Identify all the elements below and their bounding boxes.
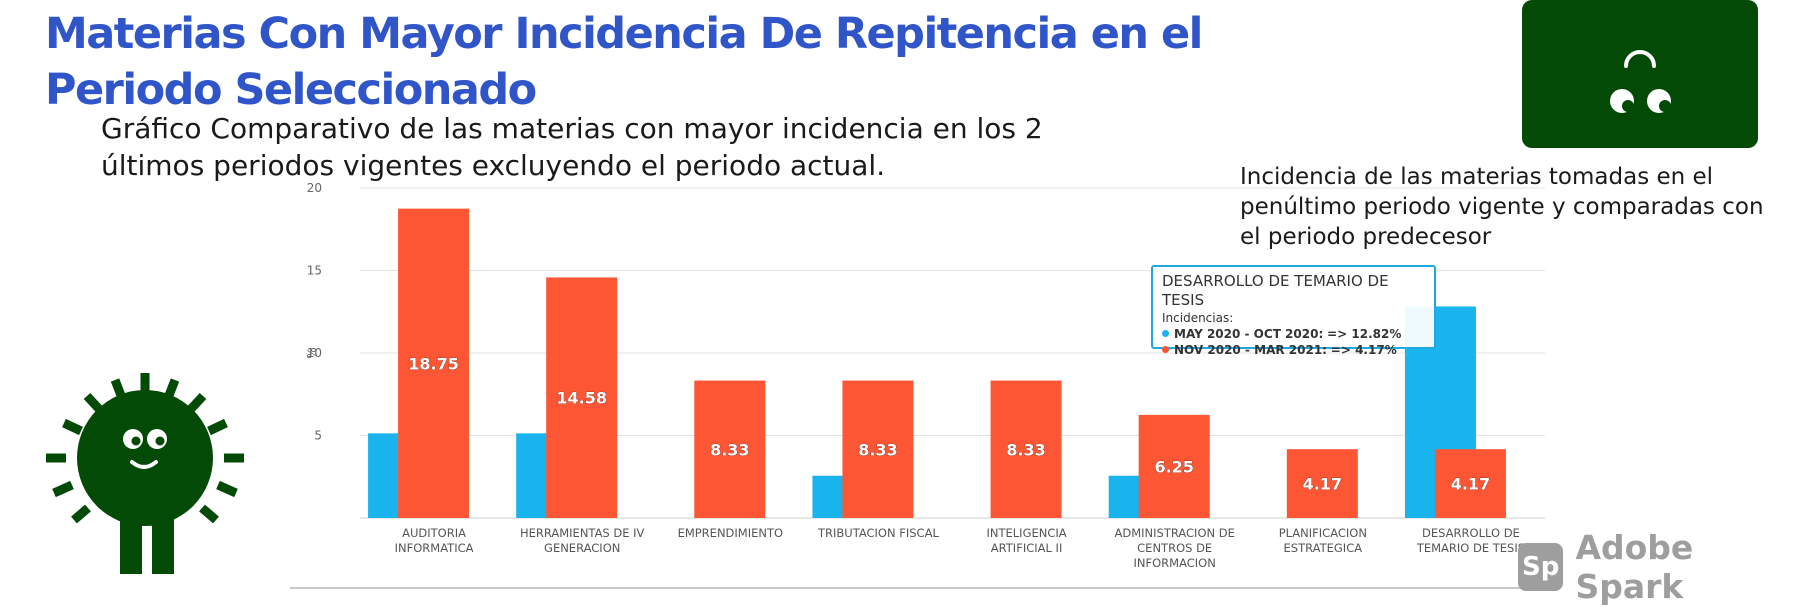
tooltip-label: Incidencias: [1162,311,1234,325]
adobe-spark-watermark: Sp Adobe Spark [1518,528,1800,606]
bar-series-2 [842,380,914,518]
y-tick-label: 5 [314,429,322,443]
logo-badge [1522,0,1758,148]
chart-tooltip: DESARROLLO DE TEMARIO DE TESIS Incidenci… [1151,265,1436,357]
data-label: 8.33 [710,440,749,459]
adobe-spark-icon: Sp [1518,543,1564,591]
data-label: 14.58 [556,389,607,408]
x-tick-label: TRIBUTACION FISCAL [817,526,939,540]
bar-series-2 [1138,414,1210,518]
bar-series-2 [546,277,618,518]
sun-mascot [40,368,250,578]
y-axis-label: % [305,347,319,358]
tooltip-value-2: => 4.17% [1330,343,1397,357]
x-tick-label: HERRAMIENTAS DE IV GENERACION [520,526,645,555]
side-note: Incidencia de las materias tomadas en el… [1240,164,1764,250]
sun-mascot-icon [46,373,244,574]
data-label: 8.33 [858,440,897,459]
bar-series-2 [1434,449,1506,518]
y-tick-label: 15 [307,264,322,278]
tooltip-period-1: MAY 2020 - OCT 2020: [1174,327,1324,341]
data-label: 8.33 [1006,440,1045,459]
bar-series-2 [1286,449,1358,518]
y-tick-label: 20 [307,181,322,195]
bar-series-2 [694,380,766,518]
series-1-dot [1162,330,1169,337]
data-label: 4.17 [1451,475,1490,494]
alien-face-icon [1610,50,1671,113]
x-tick-label: AUDITORIA INFORMATICA [395,526,474,555]
data-label: 18.75 [408,354,459,373]
x-tick-label: DESARROLLO DE TEMARIO DE TESIS [1416,526,1525,555]
bar-series-2 [398,208,470,518]
tooltip-line-1: MAY 2020 - OCT 2020: => 12.82% [1162,326,1425,342]
series-2-dot [1162,346,1169,353]
x-tick-label: INTELIGENCIA ARTIFICIAL II [986,526,1066,555]
data-label: 6.25 [1154,457,1193,476]
y-tick-label: 10 [307,346,322,360]
tooltip-line-2: NOV 2020 - MAR 2021: => 4.17% [1162,342,1425,358]
watermark-text: Adobe Spark [1575,528,1694,606]
x-tick-label: EMPRENDIMIENTO [678,526,784,540]
page-title: Materias Con Mayor Incidencia De Repiten… [45,9,1203,115]
x-tick-label: ADMINISTRACION DE CENTROS DE INFORMACION [1114,526,1234,570]
bar-chart: 5 10 15 20% 18.75 AUDITORIA INFORMATICA 14.58 HE… [290,181,1550,589]
data-label: 4.17 [1303,475,1342,494]
tooltip-value-1: => 12.82% [1327,327,1402,341]
x-tick-label: PLANIFICACION ESTRATEGICA [1279,526,1367,555]
tooltip-period-2: NOV 2020 - MAR 2021: [1174,343,1327,357]
bar-series-2 [990,380,1062,518]
tooltip-title: DESARROLLO DE TEMARIO DE TESIS [1162,272,1389,309]
chart-description: Gráfico Comparativo de las materias con … [101,112,1043,182]
chart-area: 5 10 15 20% 18.75 AUDITORIA INFORMATICA 14.58 HE… [280,176,1560,605]
